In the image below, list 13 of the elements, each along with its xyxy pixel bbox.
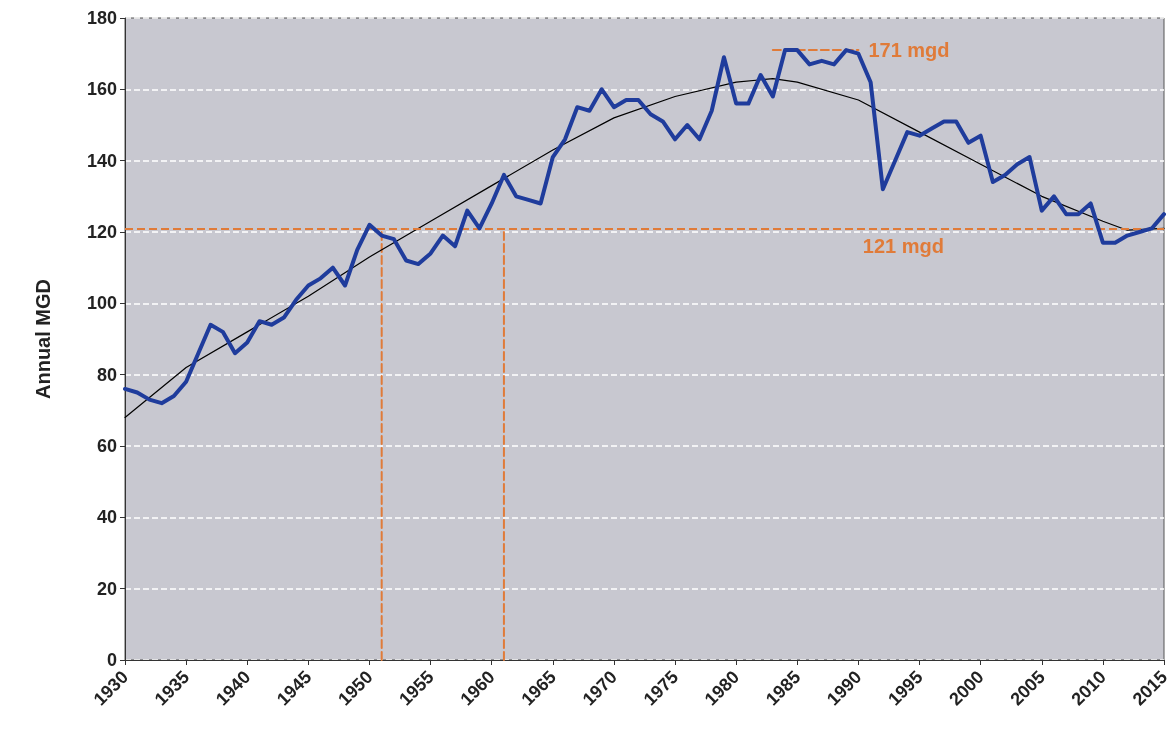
y-tick-label: 120: [86, 222, 117, 242]
y-axis-title: Annual MGD: [32, 279, 54, 399]
y-tick-label: 60: [96, 436, 117, 456]
y-tick-label: 40: [96, 507, 117, 528]
y-tick-label: 20: [96, 578, 117, 599]
y-tick-label: 80: [96, 364, 117, 385]
y-tick-label: 100: [86, 293, 117, 314]
annotation: 171 mgd: [868, 39, 950, 62]
y-tick-label: 0: [106, 650, 117, 670]
y-tick-label: 180: [86, 8, 117, 28]
y-tick-label: 140: [86, 150, 117, 171]
ref-line-label: 121 mgd: [862, 235, 944, 258]
y-tick-label: 160: [86, 79, 117, 100]
